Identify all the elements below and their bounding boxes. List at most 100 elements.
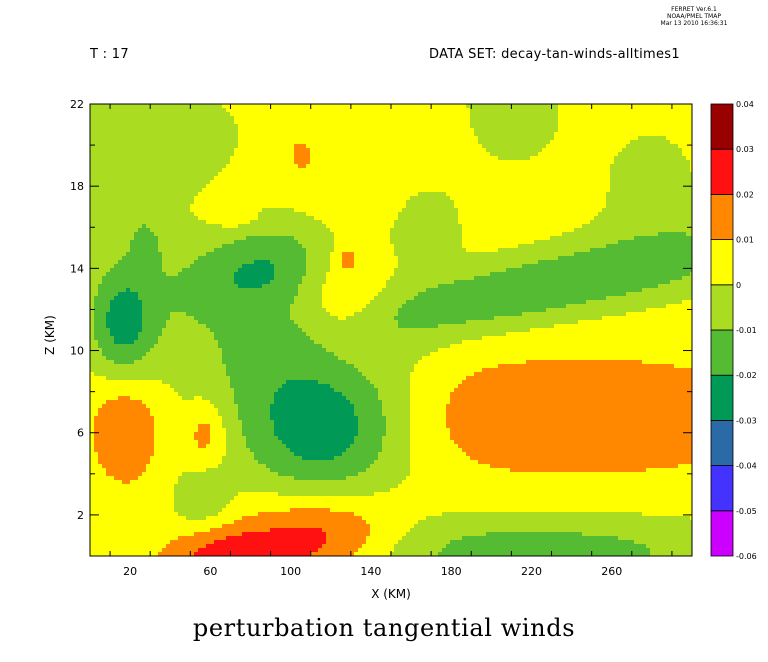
contour-cell: [534, 512, 539, 533]
contour-cell: [438, 348, 443, 517]
contour-cell: [370, 104, 375, 301]
contour-cell: [258, 236, 263, 261]
contour-cell: [266, 284, 271, 469]
contour-cell: [566, 304, 571, 325]
contour-cell: [458, 324, 463, 345]
contour-cell: [622, 296, 627, 317]
contour-cell: [286, 448, 291, 477]
contour-cell: [638, 292, 643, 313]
contour-cell: [258, 288, 263, 465]
contour-cell: [322, 104, 327, 225]
contour-cell: [282, 528, 287, 557]
contour-cell: [538, 260, 543, 313]
contour-cell: [642, 136, 647, 237]
x-tick-label: 20: [123, 565, 137, 578]
contour-cell: [558, 308, 563, 325]
contour-cell: [486, 336, 491, 369]
contour-cell: [362, 496, 367, 521]
contour-cell: [106, 312, 111, 329]
contour-cell: [202, 532, 207, 549]
contour-cell: [526, 104, 531, 161]
contour-cell: [354, 552, 359, 557]
contour-cell: [298, 104, 303, 145]
contour-cell: [238, 240, 243, 269]
contour-cell: [126, 364, 131, 381]
contour-cell: [350, 104, 355, 253]
contour-cell: [510, 472, 515, 513]
contour-cell: [298, 528, 303, 557]
contour-cell: [402, 304, 407, 329]
contour-cell: [198, 548, 203, 557]
contour-cell: [394, 316, 399, 321]
contour-cell: [518, 512, 523, 533]
contour-cell: [362, 520, 367, 545]
contour-cell: [398, 540, 403, 557]
contour-cell: [686, 236, 691, 277]
x-tick-label: 260: [601, 565, 622, 578]
contour-cell: [134, 480, 139, 557]
contour-cell: [526, 160, 531, 245]
contour-cell: [442, 348, 447, 513]
contour-cell: [630, 104, 635, 141]
contour-cell: [394, 488, 399, 545]
contour-cell: [298, 380, 303, 457]
contour-cell: [338, 496, 343, 513]
contour-cell: [262, 492, 267, 513]
contour-cell: [214, 176, 219, 225]
contour-cell: [238, 224, 243, 241]
contour-cell: [394, 256, 399, 269]
contour-cell: [206, 252, 211, 329]
contour-cell: [306, 164, 311, 217]
contour-cell: [514, 268, 519, 317]
contour-cell: [630, 360, 635, 473]
contour-cell: [582, 472, 587, 513]
contour-cell: [446, 104, 451, 197]
contour-cell: [418, 192, 423, 293]
contour-cell: [494, 252, 499, 273]
contour-cell: [646, 516, 651, 549]
contour-cell: [286, 496, 291, 513]
contour-cell: [278, 388, 283, 441]
contour-cell: [558, 532, 563, 557]
contour-cell: [178, 536, 183, 557]
contour-cell: [198, 448, 203, 473]
contour-cell: [182, 268, 187, 313]
contour-cell: [658, 104, 663, 137]
contour-cell: [362, 544, 367, 557]
contour-cell: [194, 432, 199, 441]
contour-cell: [106, 476, 111, 557]
contour-cell: [134, 400, 139, 481]
contour-cell: [458, 512, 463, 541]
contour-cell: [506, 316, 511, 333]
colorbar-swatch: [710, 419, 734, 466]
colorbar-swatch: [710, 374, 734, 421]
contour-cell: [198, 396, 203, 425]
contour-cell: [354, 416, 359, 437]
contour-cell: [630, 292, 635, 313]
contour-cell: [294, 508, 299, 529]
contour-cell: [322, 508, 327, 533]
contour-cell: [138, 228, 143, 301]
contour-cell: [226, 376, 231, 505]
contour-cell: [322, 308, 327, 349]
contour-cell: [674, 232, 679, 281]
contour-cell: [678, 148, 683, 233]
contour-cell: [506, 364, 511, 469]
contour-cell: [438, 104, 443, 193]
y-tick-label: 6: [77, 427, 84, 440]
contour-cell: [130, 240, 135, 293]
contour-cell: [630, 472, 635, 513]
contour-cell: [474, 320, 479, 341]
contour-cell: [454, 540, 459, 557]
contour-cell: [318, 548, 323, 557]
contour-cell: [206, 544, 211, 557]
contour-cell: [638, 472, 643, 513]
contour-cell: [294, 456, 299, 481]
contour-cell: [638, 104, 643, 137]
contour-cell: [338, 360, 343, 393]
contour-cell: [542, 104, 547, 149]
contour-cell: [262, 512, 267, 533]
contour-cell: [126, 344, 131, 365]
contour-cell: [238, 268, 243, 289]
contour-cell: [210, 528, 215, 545]
